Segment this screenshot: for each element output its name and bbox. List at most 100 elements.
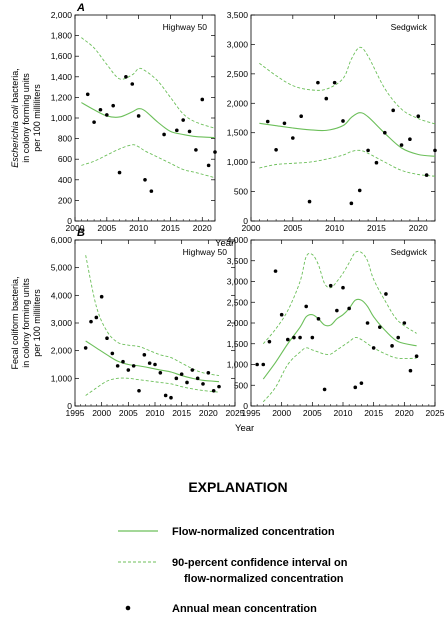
annual-mean-point: [89, 319, 93, 324]
y-tick-label: 3,000: [227, 277, 249, 287]
legend-dot-swatch: [125, 605, 131, 611]
x-tick-label: 2015: [367, 223, 386, 233]
annual-mean-point: [384, 292, 388, 296]
x-tick-label: 2025: [426, 408, 445, 418]
annual-mean-point: [194, 148, 198, 152]
x-tick-label: 2025: [226, 408, 245, 418]
y-tick-label: 600: [58, 154, 72, 164]
annual-mean-point: [94, 315, 99, 320]
y-tick-label: 2,000: [227, 98, 249, 108]
annual-mean-point: [147, 361, 152, 365]
annual-mean-point: [390, 344, 394, 348]
y-axis-label-line: per 100 milliliters: [32, 289, 42, 357]
y-tick-label: 1,600: [51, 51, 73, 61]
annual-mean-point: [274, 147, 278, 152]
x-tick-label: 1995: [242, 408, 261, 418]
annual-mean-point: [316, 80, 320, 85]
annual-mean-point: [359, 381, 364, 385]
y-tick-label: 2,000: [51, 346, 73, 356]
x-tick-label: 2005: [303, 408, 322, 418]
y-axis-label-line: per 100 milliliters: [32, 84, 42, 152]
annual-mean-point: [83, 346, 88, 350]
annual-mean-point: [213, 150, 217, 154]
x-tick-label: 2015: [364, 408, 383, 418]
y-tick-label: 3,500: [227, 10, 249, 20]
x-tick-label: 2010: [129, 223, 148, 233]
confidence-lower-line: [262, 337, 417, 403]
y-tick-label: 3,000: [227, 39, 249, 49]
annual-mean-point: [304, 304, 309, 309]
annual-mean-point: [353, 385, 358, 390]
annual-mean-point: [365, 321, 370, 325]
y-axis-label-line: in colony forming units: [21, 278, 31, 368]
annual-mean-point: [169, 395, 173, 400]
annual-mean-point: [99, 294, 104, 299]
y-tick-label: 1,000: [227, 360, 249, 370]
y-tick-label: 5,000: [51, 263, 73, 273]
panel-letter: A: [76, 2, 85, 14]
y-tick-label: 3,000: [51, 318, 73, 328]
x-tick-label: 2005: [119, 408, 138, 418]
explanation-title: EXPLANATION: [188, 479, 287, 495]
annual-mean-point: [273, 269, 278, 273]
y-tick-label: 2,000: [51, 10, 73, 20]
annual-mean-point: [187, 129, 192, 134]
annual-mean-point: [206, 371, 211, 375]
annual-mean-point: [117, 170, 122, 175]
annual-mean-point: [328, 283, 333, 288]
annual-mean-point: [378, 325, 382, 329]
y-tick-label: 4,000: [227, 235, 249, 245]
explanation-legend: EXPLANATION Flow-normalized concentratio…: [118, 479, 348, 615]
annual-mean-point: [279, 312, 284, 317]
annual-mean-point: [391, 108, 395, 113]
annual-mean-point: [92, 120, 96, 124]
annual-mean-point: [195, 376, 200, 381]
annual-mean-point: [416, 114, 421, 119]
y-tick-label: 3,500: [227, 256, 249, 266]
annual-mean-point: [366, 148, 370, 153]
annual-mean-point: [349, 201, 354, 206]
y-tick-label: 0: [243, 216, 248, 226]
annual-mean-point: [408, 137, 412, 141]
legend-ci-label-line1: 90-percent confidence interval on: [172, 557, 348, 569]
flow-normalized-line: [262, 298, 417, 380]
x-tick-label: 2015: [172, 408, 191, 418]
annual-mean-point: [408, 368, 413, 373]
annual-mean-point: [143, 178, 147, 182]
annual-mean-point: [85, 92, 90, 97]
annual-mean-point: [98, 107, 103, 112]
annual-mean-point: [142, 353, 147, 357]
annual-mean-point: [335, 308, 339, 313]
x-tick-label: 2000: [66, 223, 85, 233]
x-tick-label: 2020: [193, 223, 212, 233]
annual-mean-point: [291, 136, 295, 140]
y-tick-label: 1,400: [51, 72, 73, 82]
y-tick-label: 200: [58, 195, 72, 205]
flow-normalized-line: [85, 340, 220, 383]
annual-mean-point: [124, 75, 128, 79]
annual-mean-point: [414, 354, 419, 359]
annual-mean-point: [110, 351, 115, 356]
y-tick-label: 1,000: [227, 157, 249, 167]
x-tick-label: 2010: [325, 223, 344, 233]
chart-panel-2: 0 500 1,000 1,500 2,000 2,500 3,000 3,500 2000 20…: [227, 10, 437, 233]
y-tick-label: 1,500: [227, 128, 249, 138]
annual-mean-point: [185, 380, 189, 385]
annual-mean-point: [310, 335, 315, 340]
annual-mean-point: [174, 376, 179, 381]
confidence-upper-line: [262, 250, 417, 345]
annual-mean-point: [374, 160, 379, 165]
y-tick-label: 2,500: [227, 297, 249, 307]
y-tick-label: 6,000: [51, 235, 73, 245]
y-tick-label: 800: [58, 134, 72, 144]
y-tick-label: 0: [67, 401, 72, 411]
y-tick-label: 1,000: [51, 113, 73, 123]
annual-mean-point: [137, 388, 141, 393]
annual-mean-point: [292, 335, 296, 340]
y-axis-label-line: Fecal coliform bacteria,: [10, 276, 20, 369]
panel-site-label: Sedgwick: [391, 247, 428, 257]
annual-mean-point: [347, 306, 351, 311]
panel-site-label: Sedgwick: [391, 22, 428, 32]
y-tick-label: 1,200: [51, 92, 73, 102]
